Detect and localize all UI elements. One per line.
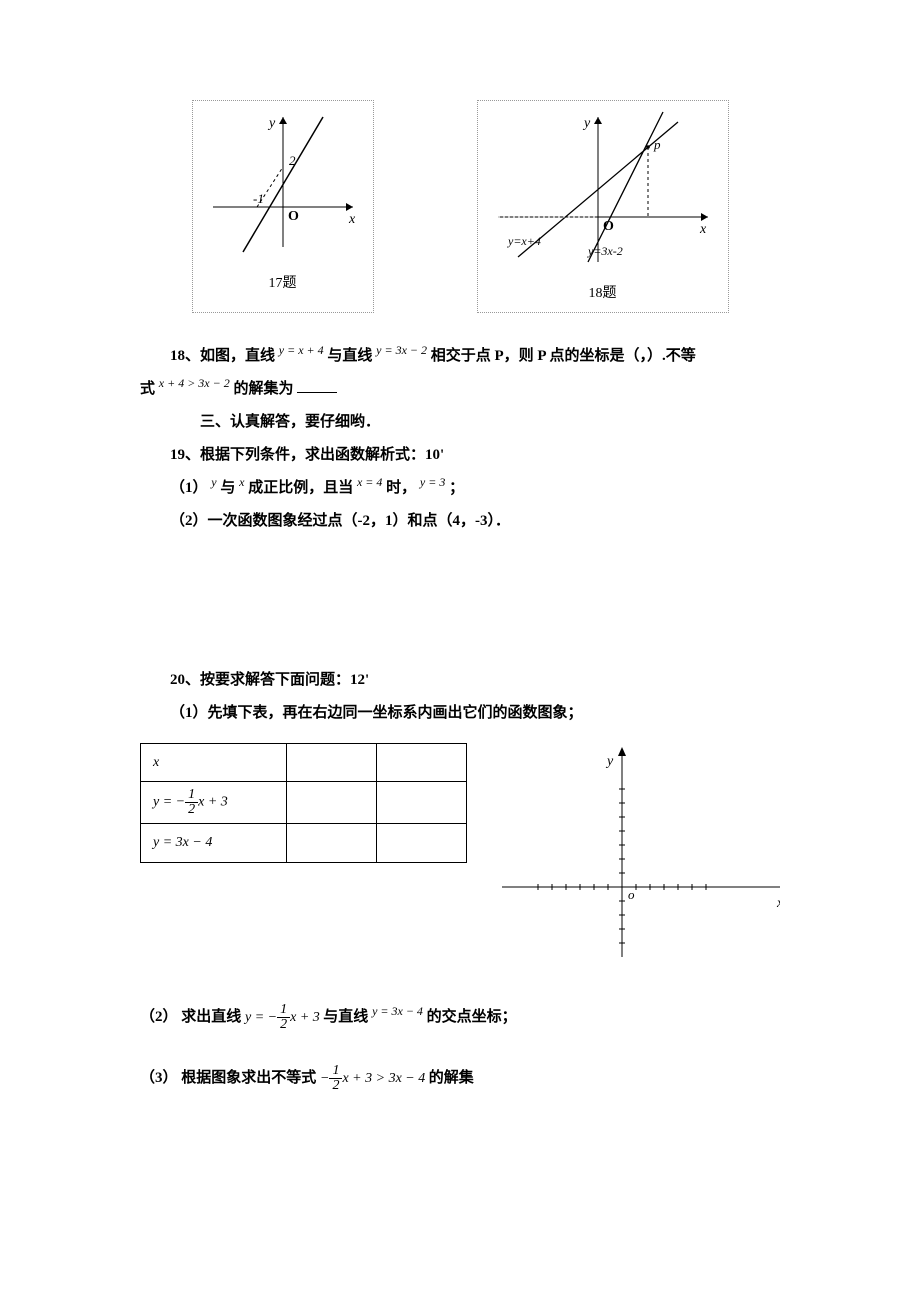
svg-text:O: O <box>603 219 614 234</box>
svg-text:y: y <box>605 754 614 769</box>
q19-part2: （2）一次函数图象经过点（-2，1）和点（4，-3）． <box>170 508 780 535</box>
q19-p1-d: 时， <box>386 480 416 496</box>
q20-part2: （2） 求出直线 y = −12x + 3 与直线 y = 3x − 4 的交点… <box>140 1003 780 1032</box>
q20-body: x y = −12x + 3 y = 3x − 4 <box>140 737 780 967</box>
svg-text:p: p <box>653 137 661 152</box>
q19-title: 19、根据下列条件，求出函数解析式：10' <box>170 442 780 469</box>
q20-p2-mid: 与直线 <box>323 1009 368 1025</box>
fig18-eq2: y=3x-2 <box>587 244 623 258</box>
q20-title: 20、按要求解答下面问题：12' <box>170 667 780 694</box>
blank-space-1 <box>140 541 780 661</box>
q20-cell <box>287 782 377 824</box>
fraction-icon: 12 <box>277 1003 290 1032</box>
q18-line2: 式 x + 4 > 3x − 2 的解集为 <box>140 376 780 403</box>
q19-p1-eq1: x = 4 <box>357 475 382 489</box>
q18-line1: 18、如图，直线 y = x + 4 与直线 y = 3x − 2 相交于点 P… <box>170 343 780 370</box>
q19-p1-y: y <box>211 475 216 489</box>
figure-17-caption: 17题 <box>203 271 363 296</box>
q19-p1-b: 与 <box>220 480 235 496</box>
q18-mid1: 与直线 <box>327 348 372 364</box>
q20-row2-post: x + 3 <box>198 795 228 810</box>
figure-17-svg: -1 2 O x y <box>203 107 363 257</box>
q18-eq1: y = x + 4 <box>279 343 324 357</box>
q18-ineq: x + 4 > 3x − 2 <box>159 376 230 390</box>
q20-row1: x <box>141 744 287 782</box>
q20-row3: y = 3x − 4 <box>141 824 287 862</box>
page-container: -1 2 O x y 17题 p <box>0 0 920 1179</box>
q19-p1-x: x <box>239 475 244 489</box>
q20-cell <box>376 782 466 824</box>
figure-17: -1 2 O x y 17题 <box>192 100 374 313</box>
q18-l2-suffix: 的解集为 <box>233 381 293 397</box>
q20-part3: （3） 根据图象求出不等式 −12x + 3 > 3x − 4 的解集 <box>140 1064 780 1093</box>
fig18-eq1: y=x+4 <box>507 234 541 248</box>
q20-p2-pre: （2） 求出直线 <box>140 1009 241 1025</box>
q19-p1-c: 成正比例，且当 <box>248 480 353 496</box>
svg-text:-1: -1 <box>253 191 264 206</box>
fraction-icon: 12 <box>329 1064 342 1093</box>
q20-cell <box>287 824 377 862</box>
q20-p2-post: 的交点坐标； <box>427 1009 517 1025</box>
svg-text:o: o <box>628 887 635 902</box>
q18-blank <box>297 377 337 393</box>
q20-p3-pre: （3） 根据图象求出不等式 <box>140 1070 316 1086</box>
q20-p3-ineq: −12x + 3 > 3x − 4 <box>320 1071 429 1086</box>
svg-text:y: y <box>582 116 591 131</box>
figure-18-svg: p O x y y=x+4 y=3x-2 <box>488 107 718 267</box>
svg-text:O: O <box>288 209 299 224</box>
table-row: y = −12x + 3 <box>141 782 467 824</box>
q20-cell <box>287 744 377 782</box>
q20-cell <box>376 824 466 862</box>
svg-text:x: x <box>776 896 780 911</box>
q20-table: x y = −12x + 3 y = 3x − 4 <box>140 743 467 862</box>
coord-system-svg: o x y <box>497 737 780 967</box>
figure-18: p O x y y=x+4 y=3x-2 18题 <box>477 100 729 313</box>
q20-p2-eq2: y = 3x − 4 <box>372 1004 423 1018</box>
q18-prefix: 18、如图，直线 <box>170 348 275 364</box>
q19-part1: （1） y 与 x 成正比例，且当 x = 4 时， y = 3 ； <box>170 475 780 502</box>
fraction-icon: 12 <box>185 788 198 817</box>
table-row: y = 3x − 4 <box>141 824 467 862</box>
q20-row2: y = −12x + 3 <box>141 782 287 824</box>
svg-text:y: y <box>267 116 276 131</box>
q19-p1-eq2: y = 3 <box>420 475 445 489</box>
q20-part1: （1）先填下表，再在右边同一坐标系内画出它们的函数图象； <box>170 700 780 727</box>
q20-p2-eq1: y = −12x + 3 <box>245 1010 323 1025</box>
figure-18-caption: 18题 <box>488 281 718 306</box>
q19-p1-a: （1） <box>170 480 208 496</box>
spacer <box>140 967 780 997</box>
q20-p3-post: 的解集 <box>429 1070 474 1086</box>
section-title: 三、认真解答，要仔细哟． <box>200 409 780 436</box>
svg-text:x: x <box>699 222 707 237</box>
q20-cell <box>376 744 466 782</box>
q19-p1-e: ； <box>449 480 464 496</box>
q18-eq2: y = 3x − 2 <box>376 343 427 357</box>
figures-row: -1 2 O x y 17题 p <box>140 100 780 313</box>
q20-row2-pre: y = − <box>153 795 185 810</box>
svg-text:2: 2 <box>289 153 296 168</box>
q18-l2-prefix: 式 <box>140 381 155 397</box>
q18-mid2: 相交于点 P，则 P 点的坐标是（，）.不等 <box>431 348 696 364</box>
spacer <box>140 1038 780 1058</box>
svg-text:x: x <box>348 212 356 227</box>
table-row: x <box>141 744 467 782</box>
